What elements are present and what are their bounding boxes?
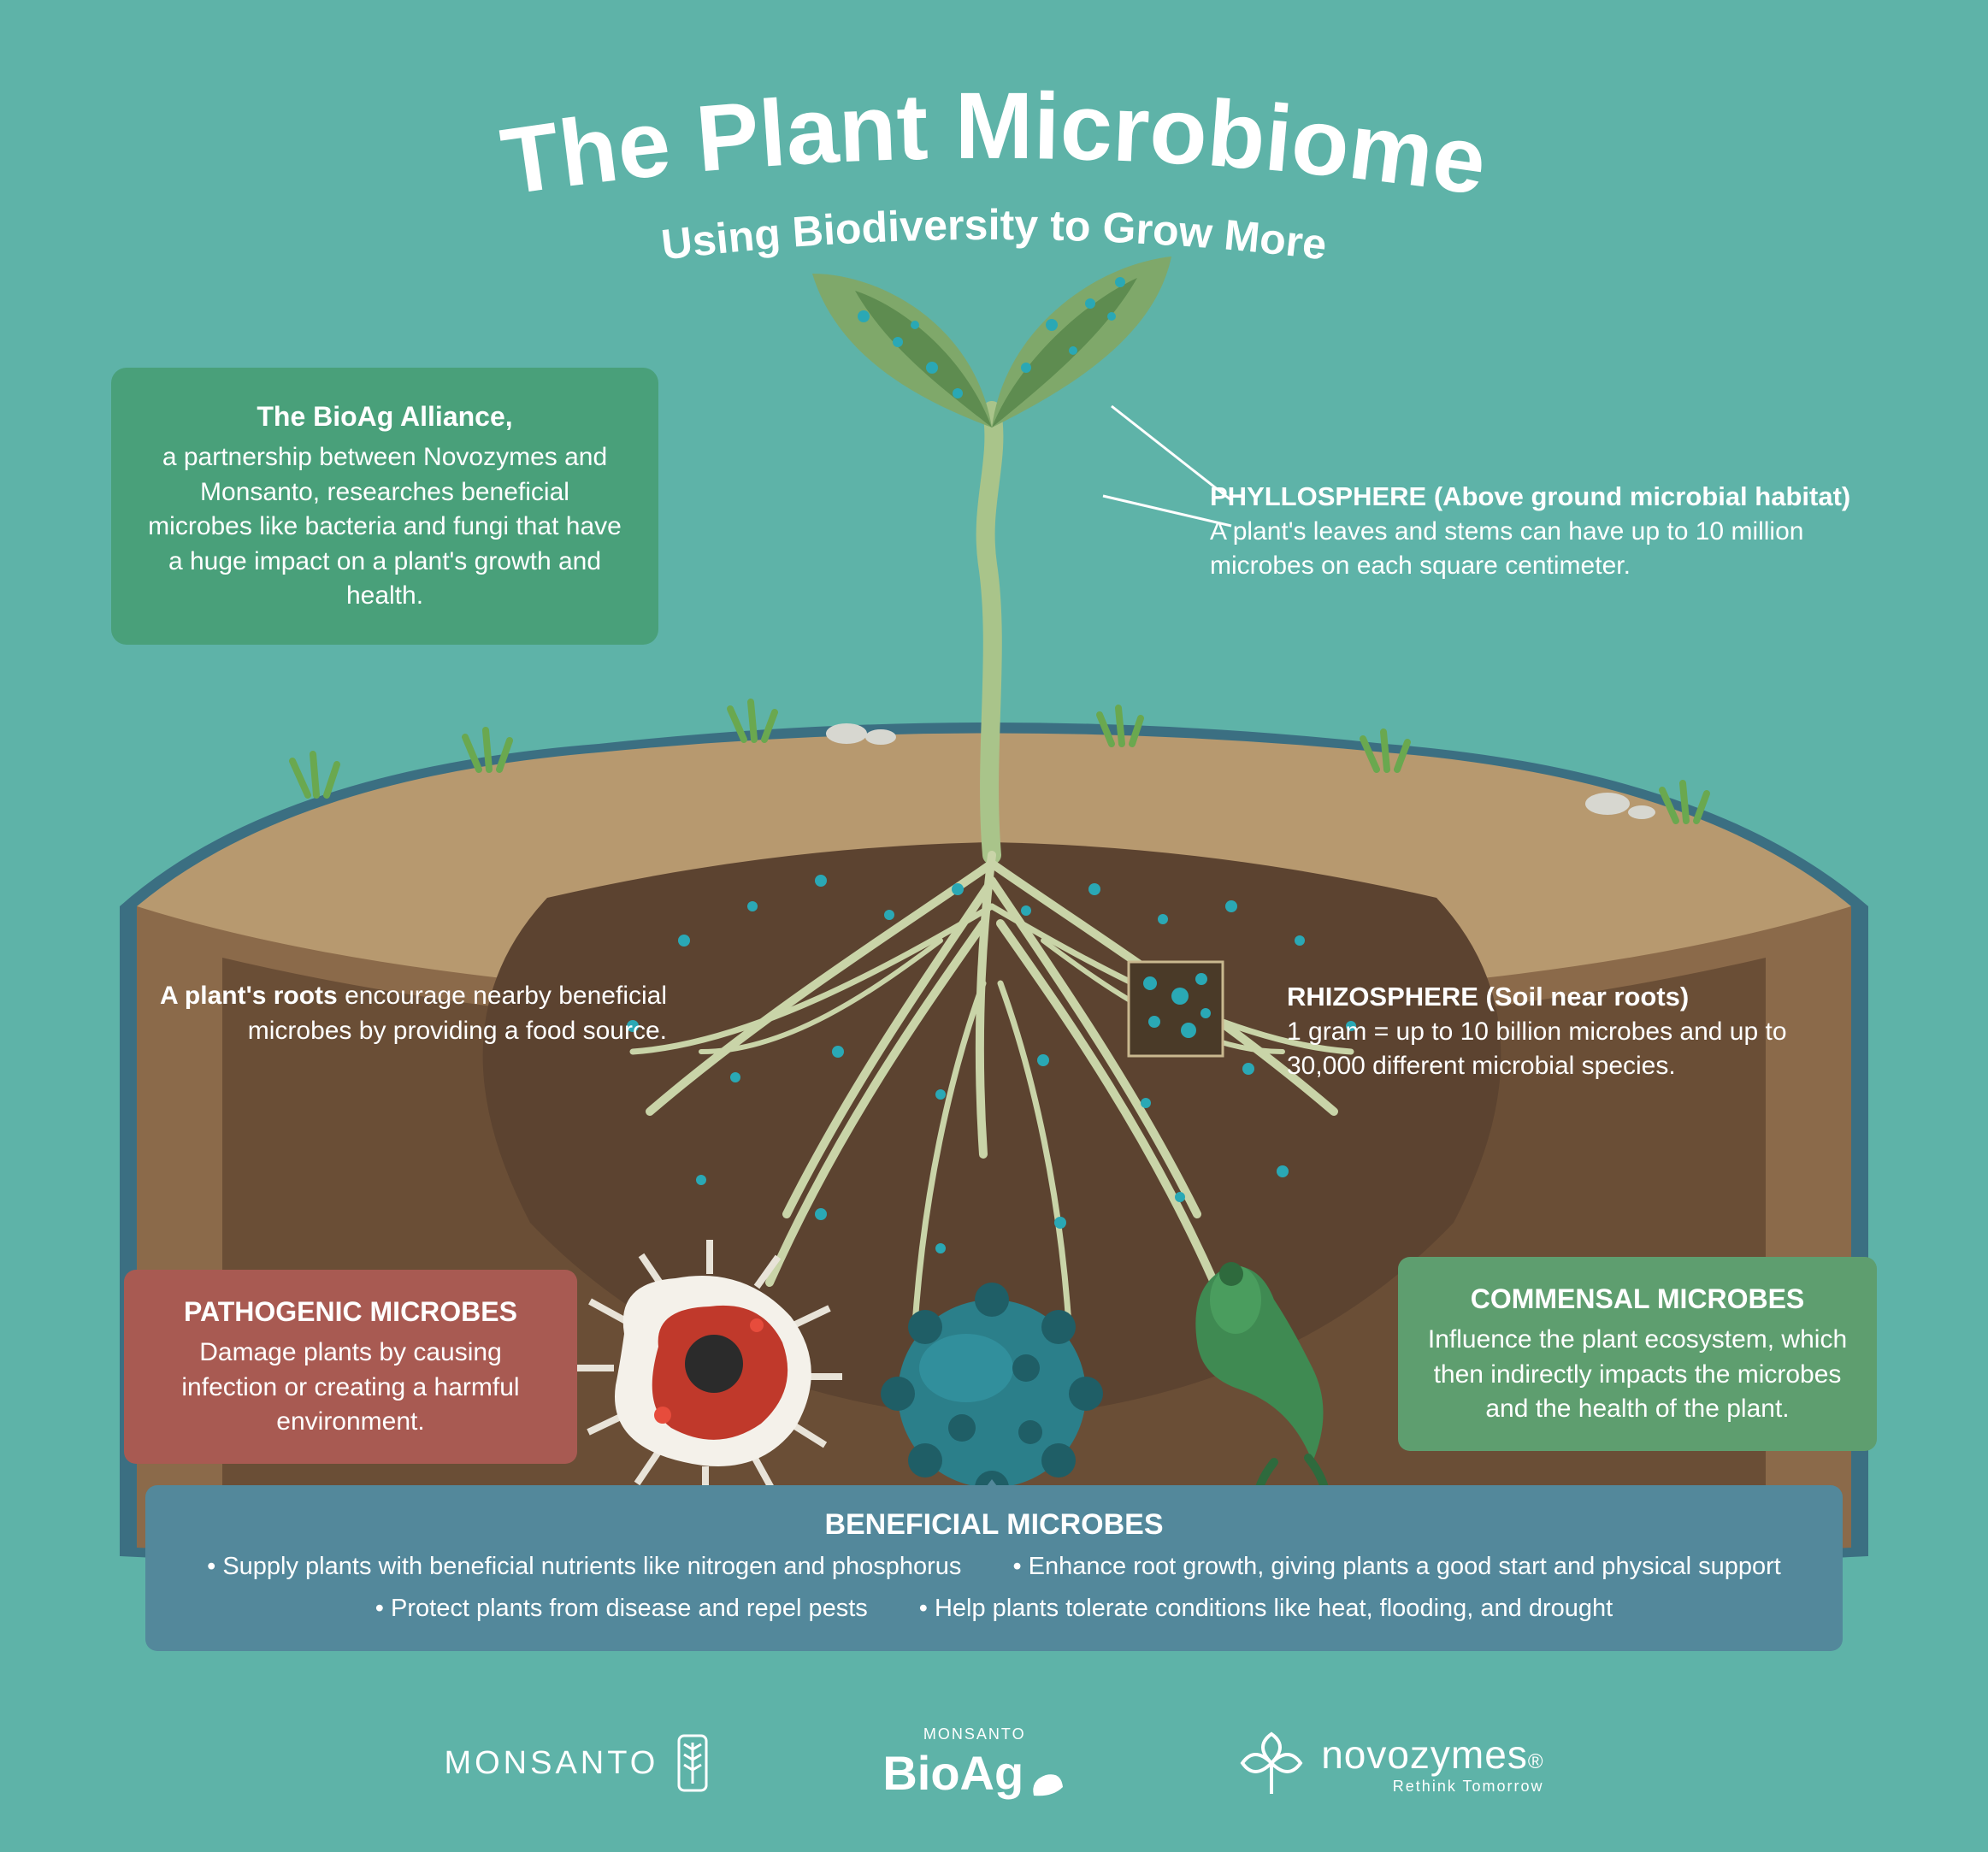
beneficial-bullet: Enhance root growth, giving plants a goo…: [1012, 1550, 1780, 1584]
arched-title: The Plant Microbiome Using Biodiversity …: [0, 60, 1988, 282]
footer-logos: MONSANTO MONSANTO BioAg: [0, 1725, 1988, 1801]
rhizosphere-title: RHIZOSPHERE (Soil near roots): [1287, 979, 1851, 1015]
rhizosphere-label: RHIZOSPHERE (Soil near roots) 1 gram = u…: [1287, 979, 1851, 1084]
leaf-icon: [1029, 1770, 1066, 1801]
beneficial-microbe-icon: [881, 1283, 1103, 1505]
beneficial-list: Supply plants with beneficial nutrients …: [180, 1550, 1808, 1625]
intro-title: The BioAg Alliance,: [145, 398, 624, 435]
commensal-title: COMMENSAL MICROBES: [1427, 1281, 1848, 1318]
roots-lead: A plant's roots: [160, 982, 345, 1010]
monsanto-text: MONSANTO: [444, 1745, 658, 1782]
novozymes-tag: Rethink Tomorrow: [1321, 1778, 1543, 1796]
commensal-body: Influence the plant ecosystem, which the…: [1427, 1323, 1848, 1427]
beneficial-box: BENEFICIAL MICROBES Supply plants with b…: [145, 1485, 1843, 1651]
intro-box: The BioAg Alliance, a partnership betwee…: [111, 368, 658, 645]
title-main: The Plant Microbiome: [495, 74, 1493, 215]
bioag-top: MONSANTO: [923, 1725, 1026, 1743]
beneficial-bullet: Protect plants from disease and repel pe…: [375, 1592, 868, 1625]
beneficial-bullet: Supply plants with beneficial nutrients …: [207, 1550, 961, 1584]
novozymes-logo: novozymes® Rethink Tomorrow: [1237, 1729, 1543, 1797]
monsanto-logo: MONSANTO: [444, 1732, 711, 1794]
beneficial-bullet: Help plants tolerate conditions like hea…: [919, 1592, 1613, 1625]
phyllosphere-label: PHYLLOSPHERE (Above ground microbial hab…: [1210, 479, 1860, 584]
svg-text:The Plant Microbiome: The Plant Microbiome: [495, 74, 1493, 215]
novozymes-text: novozymes: [1321, 1732, 1528, 1777]
beneficial-title: BENEFICIAL MICROBES: [180, 1506, 1808, 1545]
clover-icon: [1237, 1729, 1306, 1797]
rhizosphere-inset: [1129, 962, 1223, 1056]
phyllosphere-title: PHYLLOSPHERE (Above ground microbial hab…: [1210, 479, 1860, 515]
pathogenic-body: Damage plants by causing infection or cr…: [153, 1336, 548, 1440]
roots-label: A plant's roots encourage nearby benefic…: [137, 979, 667, 1048]
pathogenic-box: PATHOGENIC MICROBES Damage plants by cau…: [124, 1270, 577, 1464]
rhizosphere-body: 1 gram = up to 10 billion microbes and u…: [1287, 1015, 1851, 1084]
commensal-box: COMMENSAL MICROBES Influence the plant e…: [1398, 1257, 1877, 1451]
title-sub: Using Biodiversity to Grow More: [659, 201, 1330, 269]
pathogenic-title: PATHOGENIC MICROBES: [153, 1294, 548, 1330]
title-block: The Plant Microbiome Using Biodiversity …: [0, 60, 1988, 286]
bioag-text: BioAg: [882, 1745, 1023, 1801]
bioag-logo: MONSANTO BioAg: [882, 1725, 1066, 1801]
wheat-icon: [674, 1732, 711, 1794]
plant-stem: [986, 410, 994, 855]
phyllosphere-body: A plant's leaves and stems can have up t…: [1210, 515, 1860, 584]
svg-text:Using Biodiversity to Grow Mor: Using Biodiversity to Grow More: [659, 201, 1330, 269]
infographic-stage: The Plant Microbiome Using Biodiversity …: [0, 0, 1988, 1852]
intro-body: a partnership between Novozymes and Mons…: [145, 440, 624, 614]
leaf-right-shade: [992, 278, 1137, 428]
